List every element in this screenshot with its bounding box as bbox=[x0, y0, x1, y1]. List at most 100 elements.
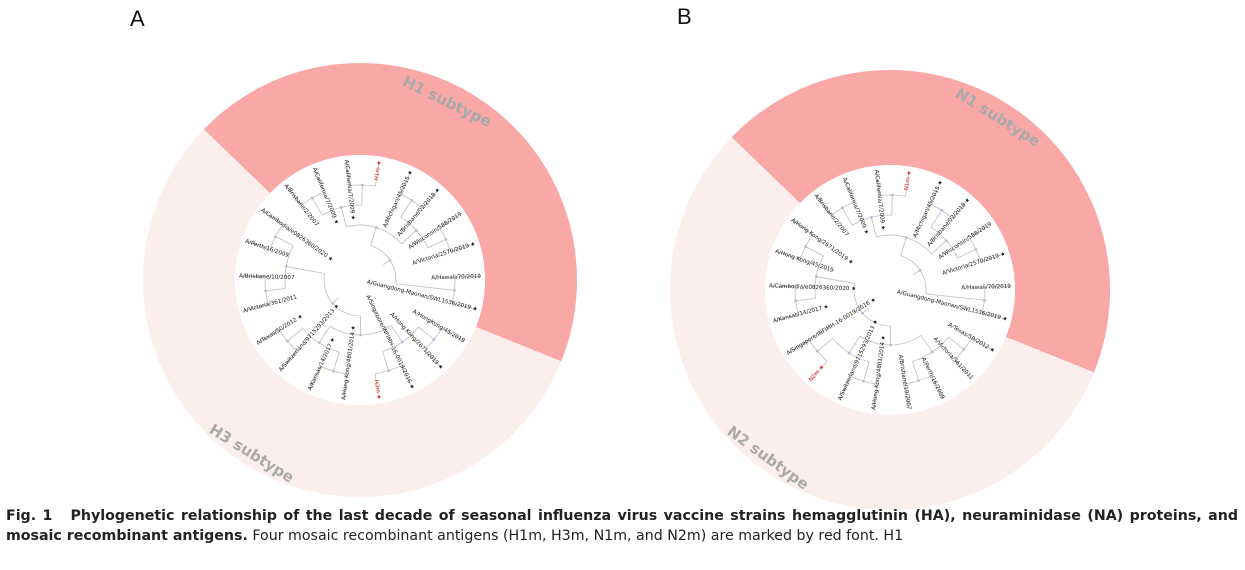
branch-line bbox=[954, 359, 972, 378]
branch-line bbox=[332, 297, 339, 304]
branch-line bbox=[452, 302, 476, 310]
branch-line bbox=[286, 186, 302, 206]
figure-caption: Fig. 1 Phylogenetic relationship of the … bbox=[6, 506, 1238, 546]
branch-line bbox=[930, 210, 943, 228]
branch-line bbox=[777, 251, 801, 260]
tree-disc bbox=[765, 165, 1015, 415]
tree-branches bbox=[241, 161, 479, 398]
branch-line bbox=[395, 283, 455, 291]
branch-line bbox=[247, 241, 271, 250]
branch-line bbox=[840, 376, 851, 399]
branch-line bbox=[904, 383, 910, 408]
branch-line bbox=[427, 238, 446, 249]
branch-line bbox=[346, 161, 350, 186]
branch-line bbox=[340, 207, 347, 227]
branch-line bbox=[400, 200, 413, 218]
caption-body: Four mosaic recombinant antigens (H1m, H… bbox=[252, 528, 904, 544]
branch-line bbox=[862, 307, 869, 314]
strong-subtype-ring bbox=[731, 70, 1110, 373]
branch-line bbox=[904, 172, 910, 197]
branch-line bbox=[971, 337, 993, 351]
branch-line bbox=[421, 189, 439, 209]
bootstrap-node bbox=[264, 289, 268, 293]
branch-line bbox=[424, 349, 442, 368]
branch-line bbox=[795, 298, 816, 302]
branch-line bbox=[439, 214, 460, 229]
branch-line bbox=[912, 361, 919, 381]
light-subtype-ring bbox=[143, 129, 562, 497]
branch-line bbox=[931, 375, 943, 398]
branch-line bbox=[310, 366, 321, 389]
mosaic-leaf-label: H3m ★ bbox=[372, 379, 382, 400]
branch-line bbox=[244, 304, 269, 312]
bootstrap-node bbox=[904, 236, 908, 239]
bootstrap-node bbox=[869, 215, 873, 219]
tree-disc bbox=[235, 155, 485, 405]
branch-line bbox=[343, 374, 348, 398]
branch-line bbox=[382, 351, 389, 371]
bootstrap-node bbox=[794, 299, 798, 303]
leaf-label: A/Cambodia/e0826360/2020 ★ bbox=[769, 282, 856, 292]
branch-line bbox=[817, 338, 833, 352]
branch-line bbox=[401, 365, 413, 388]
branch-line bbox=[984, 286, 1009, 288]
branch-line bbox=[920, 335, 933, 353]
branch-line bbox=[788, 339, 810, 353]
leaf-label: A/Hawaii/70/2019 bbox=[431, 274, 481, 281]
bootstrap-node bbox=[374, 226, 378, 229]
branch-line bbox=[980, 253, 1004, 262]
branch-line bbox=[805, 246, 824, 257]
branch-line bbox=[816, 196, 832, 216]
branch-line bbox=[241, 275, 266, 278]
mosaic-leaf-label: N1m ★ bbox=[903, 170, 913, 191]
branch-line bbox=[792, 220, 813, 236]
branch-line bbox=[873, 384, 878, 408]
bootstrap-node bbox=[917, 379, 920, 383]
branch-line bbox=[258, 329, 280, 343]
branch-line bbox=[441, 327, 463, 341]
bootstrap-node bbox=[339, 205, 343, 209]
branch-line bbox=[275, 236, 294, 247]
branch-line bbox=[774, 314, 799, 322]
caption-fig-label: Fig. 1 bbox=[6, 508, 53, 524]
branch-line bbox=[333, 351, 340, 372]
branch-line bbox=[370, 227, 377, 246]
branch-line bbox=[454, 276, 479, 278]
mosaic-leaf-label: H1m ★ bbox=[373, 160, 383, 181]
branch-line bbox=[318, 325, 331, 344]
branch-line bbox=[399, 172, 411, 195]
branch-line bbox=[810, 360, 828, 380]
branch-line bbox=[844, 179, 855, 203]
branch-line bbox=[771, 285, 796, 288]
branch-line bbox=[900, 237, 907, 256]
strong-subtype-ring bbox=[203, 62, 578, 362]
branch-line bbox=[401, 230, 417, 245]
branch-line bbox=[870, 217, 877, 237]
branch-line bbox=[913, 269, 921, 275]
branch-line bbox=[314, 169, 325, 193]
tree-branches bbox=[771, 171, 1009, 408]
panel-letter-b: B bbox=[677, 4, 692, 29]
branch-line bbox=[957, 248, 976, 259]
branch-line bbox=[982, 312, 1006, 320]
branch-line bbox=[876, 171, 880, 196]
leaf-label: A/Hawaii/70/2019 bbox=[961, 284, 1011, 291]
branch-line bbox=[925, 293, 985, 301]
branch-line bbox=[311, 197, 323, 216]
branch-line bbox=[286, 266, 325, 274]
branch-line bbox=[948, 336, 965, 350]
branch-line bbox=[374, 162, 380, 187]
branch-line bbox=[951, 199, 969, 219]
branch-line bbox=[287, 328, 303, 342]
branch-line bbox=[863, 361, 870, 382]
panel-letter-a: A bbox=[130, 6, 145, 31]
bootstrap-node bbox=[387, 369, 390, 373]
branch-line bbox=[929, 182, 941, 205]
branch-line bbox=[390, 325, 403, 343]
branch-line bbox=[265, 288, 286, 292]
branch-line bbox=[383, 259, 391, 265]
light-subtype-ring bbox=[669, 137, 1094, 511]
